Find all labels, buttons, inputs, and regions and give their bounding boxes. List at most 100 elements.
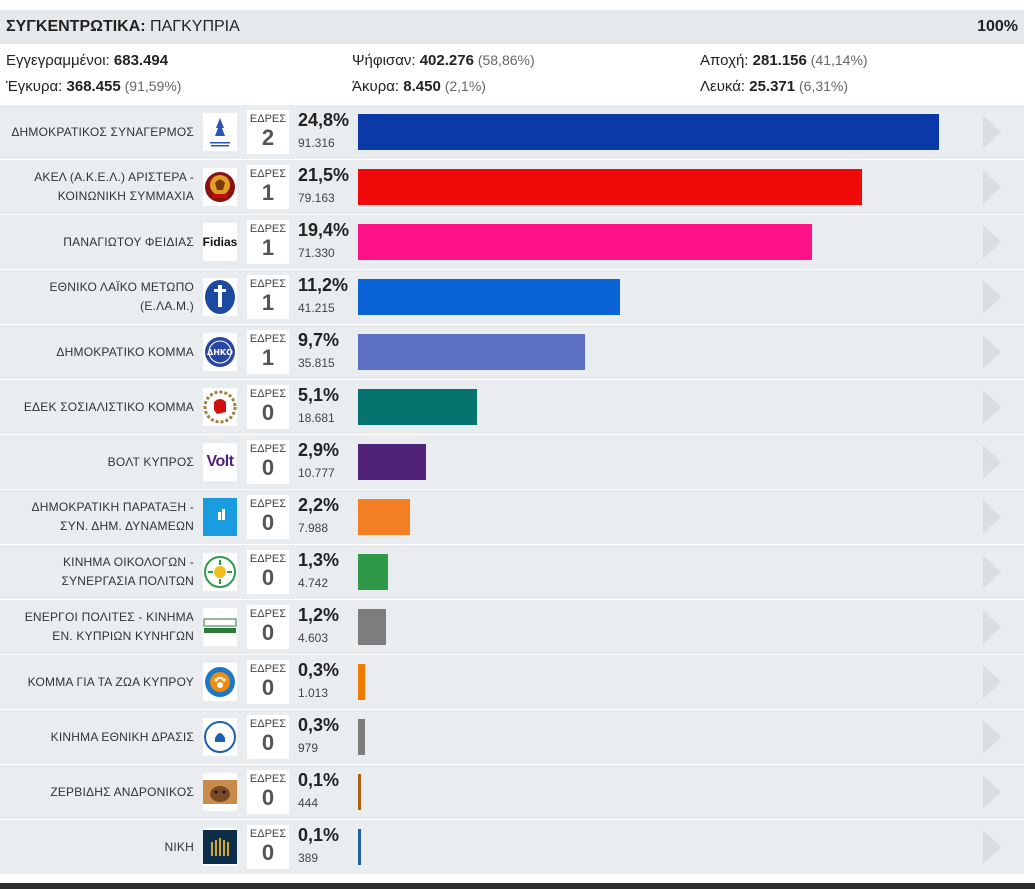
expand-arrow-icon[interactable]	[983, 555, 1001, 589]
volt-logo: Volt	[203, 443, 237, 481]
seats-count: 1	[261, 345, 275, 370]
expand-arrow-icon[interactable]	[983, 390, 1001, 424]
turnout-stats: Εγγεγραμμένοι: 683.494 Ψήφισαν: 402.276 …	[0, 44, 1024, 105]
expand-arrow-icon[interactable]	[983, 720, 1001, 754]
party-row[interactable]: ΔΗΜΟΚΡΑΤΙΚΟ ΚΟΜΜΑ ΔΗΚΟ ΕΔΡΕΣ 1 9,7% 35.815	[0, 325, 1024, 380]
party-name: ΚΙΝΗΜΑ ΕΘΝΙΚΗ ΔΡΑΣΙΣ	[0, 710, 194, 764]
party-name: ΔΗΜΟΚΡΑΤΙΚΟ ΚΟΜΜΑ	[0, 325, 194, 379]
vote-count: 35.815	[298, 356, 335, 370]
seats-count: 0	[261, 400, 275, 425]
party-row[interactable]: ΕΔΕΚ ΣΟΣΙΑΛΙΣΤΙΚΟ ΚΟΜΜΑ ΕΔΡΕΣ 0 5,1% 18.681	[0, 380, 1024, 435]
edek-logo	[203, 388, 237, 426]
expand-arrow-icon[interactable]	[983, 225, 1001, 259]
stat-invalid: Άκυρα: 8.450 (2,1%)	[352, 78, 486, 95]
vote-share-bar	[358, 664, 365, 700]
seats-box: ΕΔΡΕΣ 1	[247, 330, 289, 374]
expand-arrow-icon[interactable]	[983, 830, 1001, 864]
expand-arrow-icon[interactable]	[983, 500, 1001, 534]
seats-box: ΕΔΡΕΣ 0	[247, 385, 289, 429]
vote-count: 10.777	[298, 466, 335, 480]
party-name-line: ΚΙΝΗΜΑ ΕΘΝΙΚΗ ΔΡΑΣΙΣ	[50, 729, 194, 744]
vote-share-bar	[358, 554, 388, 590]
seats-count: 0	[261, 455, 275, 480]
party-name-line: ΠΑΝΑΓΙΩΤΟΥ ΦΕΙΔΙΑΣ	[63, 234, 194, 249]
party-row[interactable]: ΚΙΝΗΜΑ ΟΙΚΟΛΟΓΩΝ - ΣΥΝΕΡΓΑΣΙΑ ΠΟΛΙΤΩΝ ΕΔΡΕ…	[0, 545, 1024, 600]
seats-label: ΕΔΡΕΣ	[249, 388, 287, 400]
seats-count: 0	[261, 565, 275, 590]
party-name: ΒΟΛΤ ΚΥΠΡΟΣ	[0, 435, 194, 489]
seats-label: ΕΔΡΕΣ	[249, 828, 287, 840]
seats-count: 0	[261, 675, 275, 700]
zervides-photo	[203, 773, 237, 811]
expand-arrow-icon[interactable]	[983, 665, 1001, 699]
vote-share-bar	[358, 389, 477, 425]
vote-count: 18.681	[298, 411, 335, 425]
seats-label: ΕΔΡΕΣ	[249, 278, 287, 290]
party-row[interactable]: ΠΑΝΑΓΙΩΤΟΥ ΦΕΙΔΙΑΣ Fidias ΕΔΡΕΣ 1 19,4% 71.33…	[0, 215, 1024, 270]
seats-box: ΕΔΡΕΣ 0	[247, 770, 289, 814]
party-name-line: ΝΙΚΗ	[164, 839, 194, 854]
party-name-line: (Ε.ΛΑ.Μ.)	[140, 299, 194, 313]
expand-arrow-icon[interactable]	[983, 445, 1001, 479]
vote-percent: 0,3%	[298, 715, 340, 735]
vote-percent: 5,1%	[298, 385, 340, 405]
seats-label: ΕΔΡΕΣ	[249, 663, 287, 675]
disy-logo	[203, 113, 237, 151]
vote-count: 389	[298, 851, 319, 865]
seats-label: ΕΔΡΕΣ	[249, 443, 287, 455]
seats-label: ΕΔΡΕΣ	[249, 773, 287, 785]
party-row[interactable]: ΚΟΜΜΑ ΓΙΑ ΤΑ ΖΩΑ ΚΥΠΡΟΥ ΕΔΡΕΣ 0 0,3% 1.013	[0, 655, 1024, 710]
party-row[interactable]: ΒΟΛΤ ΚΥΠΡΟΣ Volt ΕΔΡΕΣ 0 2,9% 10.777	[0, 435, 1024, 490]
seats-box: ΕΔΡΕΣ 0	[247, 550, 289, 594]
party-row[interactable]: ΚΙΝΗΜΑ ΕΘΝΙΚΗ ΔΡΑΣΙΣ ΕΔΡΕΣ 0 0,3% 979	[0, 710, 1024, 765]
party-name: ΝΙΚΗ	[0, 820, 194, 874]
party-row[interactable]: ΔΗΜΟΚΡΑΤΙΚΗ ΠΑΡΑΤΑΞΗ - ΣΥΝ. ΔΗΜ. ΔΥΝΑΜΕΩΝ…	[0, 490, 1024, 545]
party-name-line: ΣΥΝΕΡΓΑΣΙΑ ΠΟΛΙΤΩΝ	[61, 574, 194, 588]
expand-arrow-icon[interactable]	[983, 170, 1001, 204]
vote-share-bar	[358, 609, 386, 645]
expand-arrow-icon[interactable]	[983, 775, 1001, 809]
vote-share-bar	[358, 334, 585, 370]
expand-arrow-icon[interactable]	[983, 335, 1001, 369]
party-name: ΕΔΕΚ ΣΟΣΙΑΛΙΣΤΙΚΟ ΚΟΜΜΑ	[0, 380, 194, 434]
vote-count: 71.330	[298, 246, 335, 260]
greens-logo	[203, 553, 237, 591]
party-row[interactable]: ΖΕΡΒΙΔΗΣ ΑΝΔΡΟΝΙΚΟΣ ΕΔΡΕΣ 0 0,1% 444	[0, 765, 1024, 820]
seats-box: ΕΔΡΕΣ 0	[247, 715, 289, 759]
party-name-line: ΕΘΝΙΚΟ ΛΑΪΚΟ ΜΕΤΩΠΟ	[49, 280, 194, 294]
vote-percent: 9,7%	[298, 330, 340, 350]
national-action-logo	[203, 718, 237, 756]
stat-abstention: Αποχή: 281.156 (41,14%)	[700, 52, 868, 69]
vote-percent: 1,2%	[298, 605, 340, 625]
party-row[interactable]: ΑΚΕΛ (Α.Κ.Ε.Λ.) ΑΡΙΣΤΕΡΑ - ΚΟΙΝΩΝΙΚΗ ΣΥΜΜ…	[0, 160, 1024, 215]
vote-percent: 19,4%	[298, 220, 350, 240]
seats-label: ΕΔΡΕΣ	[249, 498, 287, 510]
party-row[interactable]: ΝΙΚΗ ΕΔΡΕΣ 0 0,1% 389	[0, 820, 1024, 875]
party-name: ΚΙΝΗΜΑ ΟΙΚΟΛΟΓΩΝ - ΣΥΝΕΡΓΑΣΙΑ ΠΟΛΙΤΩΝ	[0, 545, 194, 599]
seats-label: ΕΔΡΕΣ	[249, 718, 287, 730]
seats-count: 0	[261, 510, 275, 535]
fidias-logo: Fidias	[203, 223, 237, 261]
svg-text:ΔΗΚΟ: ΔΗΚΟ	[207, 348, 233, 357]
expand-arrow-icon[interactable]	[983, 610, 1001, 644]
vote-share-bar	[358, 279, 620, 315]
stat-registered: Εγγεγραμμένοι: 683.494	[6, 52, 169, 69]
party-name: ΔΗΜΟΚΡΑΤΙΚΗ ΠΑΡΑΤΑΞΗ - ΣΥΝ. ΔΗΜ. ΔΥΝΑΜΕΩΝ	[0, 490, 194, 544]
vote-share-bar	[358, 499, 410, 535]
party-row[interactable]: ΕΝΕΡΓΟΙ ΠΟΛΙΤΕΣ - ΚΙΝΗΜΑ ΕΝ. ΚΥΠΡΙΩΝ ΚΥΝΗ…	[0, 600, 1024, 655]
expand-arrow-icon[interactable]	[983, 280, 1001, 314]
expand-arrow-icon[interactable]	[983, 115, 1001, 149]
seats-box: ΕΔΡΕΣ 0	[247, 605, 289, 649]
party-row[interactable]: ΕΘΝΙΚΟ ΛΑΪΚΟ ΜΕΤΩΠΟ (Ε.ΛΑ.Μ.) ΕΔΡΕΣ 1 11,2% 4…	[0, 270, 1024, 325]
seats-label: ΕΔΡΕΣ	[249, 168, 287, 180]
vote-share-bar	[358, 169, 862, 205]
vote-percent: 0,1%	[298, 770, 340, 790]
seats-count: 2	[261, 125, 275, 150]
party-row[interactable]: ΔΗΜΟΚΡΑΤΙΚΟΣ ΣΥΝΑΓΕΡΜΟΣ ΕΔΡΕΣ 2 24,8% 91.316	[0, 105, 1024, 160]
party-name-line: ΚΟΙΝΩΝΙΚΗ ΣΥΜΜΑΧΙΑ	[57, 189, 194, 203]
vote-count: 79.163	[298, 191, 335, 205]
seats-label: ΕΔΡΕΣ	[249, 553, 287, 565]
seats-box: ΕΔΡΕΣ 0	[247, 495, 289, 539]
vote-share-bar	[358, 444, 426, 480]
stat-blank: Λευκά: 25.371 (6,31%)	[700, 78, 849, 95]
